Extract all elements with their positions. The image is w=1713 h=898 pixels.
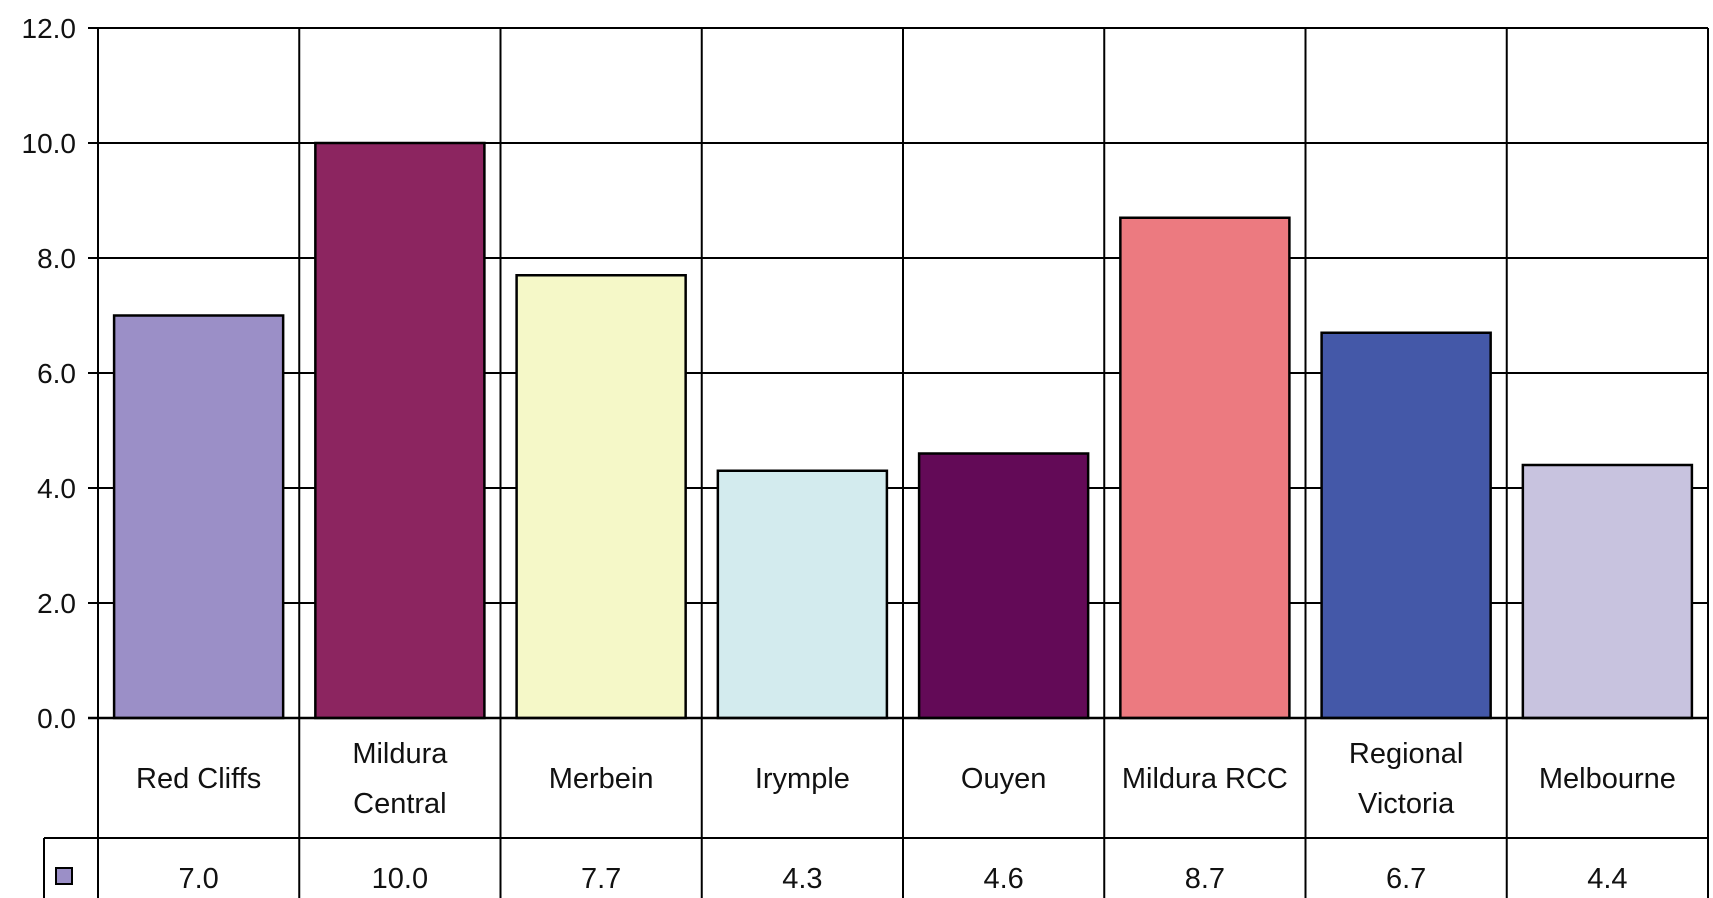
value-label: 6.7 — [1386, 863, 1426, 895]
value-label: 4.4 — [1587, 863, 1627, 895]
value-label: 7.7 — [581, 863, 621, 895]
y-tick-label: 4.0 — [37, 473, 76, 504]
data-table: Red Cliffs Mildura Central Merbein Irymple Ou… — [43, 738, 1708, 898]
value-label: 7.0 — [178, 863, 218, 895]
category-label: Mildura — [352, 738, 448, 770]
category-label: Ouyen — [961, 763, 1046, 795]
category-label: Mildura RCC — [1122, 763, 1288, 795]
legend-key — [55, 867, 73, 885]
bar — [112, 314, 285, 720]
bar — [515, 274, 687, 720]
y-tick-label: 2.0 — [37, 588, 76, 619]
y-axis: 0.0 2.0 4.0 6.0 8.0 10.0 12.0 — [22, 13, 1708, 734]
category-label: Red Cliffs — [136, 763, 261, 795]
value-label: 8.7 — [1185, 863, 1225, 895]
bar — [716, 469, 889, 720]
category-label: Regional — [1349, 738, 1463, 770]
bar — [1320, 331, 1492, 720]
y-tick-label: 10.0 — [22, 128, 77, 159]
bars — [112, 141, 1694, 720]
category-label: Central — [353, 788, 447, 820]
bar — [1521, 463, 1694, 720]
bar — [1119, 216, 1291, 720]
y-tick-label: 0.0 — [37, 703, 76, 734]
value-label: 10.0 — [372, 863, 428, 895]
y-tick-label: 12.0 — [22, 13, 77, 44]
y-tick-label: 6.0 — [37, 358, 76, 389]
bar — [314, 141, 486, 720]
category-label: Victoria — [1358, 788, 1455, 820]
value-label: 4.6 — [983, 863, 1023, 895]
bar — [917, 452, 1090, 720]
category-label: Melbourne — [1539, 763, 1676, 795]
y-tick-label: 8.0 — [37, 243, 76, 274]
value-label: 4.3 — [782, 863, 822, 895]
category-label: Merbein — [549, 763, 654, 795]
category-label: Irymple — [755, 763, 850, 795]
